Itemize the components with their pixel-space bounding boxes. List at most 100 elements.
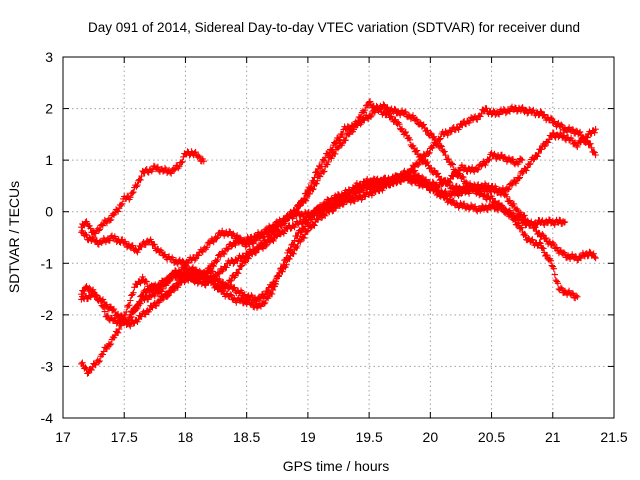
data-point (368, 111, 376, 119)
data-point (270, 237, 277, 245)
data-point (200, 158, 207, 165)
data-point (592, 254, 599, 262)
data-point (175, 281, 183, 288)
data-point (590, 250, 597, 257)
data-point (286, 255, 293, 263)
data-point (260, 300, 268, 307)
data-point (96, 357, 103, 365)
data-point (506, 197, 514, 204)
series-track-1 (78, 148, 207, 237)
data-point (482, 184, 490, 192)
data-point (280, 230, 288, 237)
data-point (134, 304, 141, 312)
data-point (558, 121, 565, 128)
data-point (322, 154, 329, 161)
data-point (559, 122, 566, 129)
data-point (361, 106, 369, 114)
data-point (328, 155, 335, 162)
data-point (523, 167, 530, 174)
data-point (418, 156, 426, 164)
data-point (510, 200, 518, 208)
data-point (82, 231, 89, 238)
plot-frame (62, 56, 615, 419)
data-point (227, 291, 234, 298)
data-point (275, 273, 282, 280)
data-point (88, 366, 95, 374)
data-point (107, 340, 115, 348)
data-point (235, 270, 242, 277)
data-point (477, 113, 484, 120)
data-point (298, 220, 305, 228)
data-point (544, 139, 552, 146)
data-point (302, 217, 309, 224)
data-point (415, 160, 423, 168)
data-point (521, 212, 528, 219)
data-point (342, 137, 349, 144)
data-point (449, 161, 456, 168)
data-point (509, 210, 517, 217)
data-point (437, 135, 444, 142)
data-point (561, 218, 569, 226)
data-point (430, 133, 438, 140)
data-point (505, 185, 513, 192)
data-point (251, 248, 258, 255)
data-point (490, 107, 497, 114)
data-point (79, 227, 86, 234)
data-point (164, 292, 172, 299)
data-point (238, 262, 246, 269)
data-point (95, 227, 102, 234)
data-point (171, 284, 179, 292)
data-point (419, 173, 426, 181)
data-point (549, 239, 556, 246)
data-point (195, 152, 202, 160)
data-point (447, 192, 454, 199)
data-point (547, 257, 555, 264)
data-point (366, 188, 374, 196)
data-point (527, 160, 534, 167)
data-point (96, 295, 103, 302)
data-point (570, 126, 577, 133)
data-point (313, 180, 320, 187)
data-point (209, 268, 216, 275)
data-point (591, 253, 598, 261)
data-point (413, 116, 421, 124)
data-point (587, 140, 594, 147)
data-point (151, 292, 158, 300)
y-tick-label: -1 (41, 255, 54, 271)
data-point (156, 297, 164, 304)
data-point (318, 163, 325, 170)
data-point (192, 255, 199, 262)
data-point (402, 128, 409, 136)
data-point (576, 128, 584, 136)
data-point (564, 252, 572, 259)
y-axis-label: SDTVAR / TECUs (6, 181, 22, 293)
data-point (545, 216, 553, 223)
x-axis-label: GPS time / hours (283, 458, 390, 474)
data-point (550, 241, 557, 248)
data-point (290, 250, 297, 257)
data-point (130, 308, 137, 315)
data-point (425, 150, 432, 157)
data-point (82, 364, 89, 371)
data-point (475, 166, 482, 173)
data-point (297, 202, 304, 209)
data-point (366, 98, 374, 105)
data-point (118, 312, 126, 319)
x-tick-label: 17.5 (111, 429, 138, 445)
data-point (127, 194, 134, 201)
data-point (519, 169, 526, 177)
data-point (586, 248, 593, 256)
x-tick-label: 19 (300, 429, 316, 445)
data-point (138, 172, 145, 180)
data-point (486, 155, 493, 163)
data-point (99, 351, 106, 358)
data-point (483, 105, 490, 112)
data-point (114, 208, 122, 215)
data-point (231, 284, 238, 291)
data-point (576, 139, 584, 146)
data-point (526, 161, 533, 168)
data-point (592, 126, 599, 133)
data-point (453, 171, 460, 178)
data-point (574, 143, 581, 151)
data-point (396, 121, 403, 128)
